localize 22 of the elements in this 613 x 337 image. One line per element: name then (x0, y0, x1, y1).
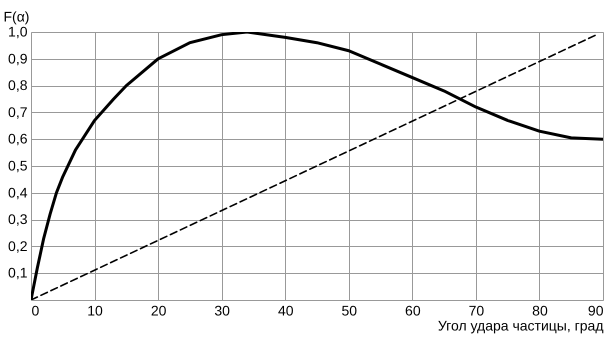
y-tick-label: 0,8 (8, 77, 28, 94)
y-tick-label: 0,7 (8, 104, 28, 120)
y-tick-label: 0,6 (8, 130, 28, 147)
x-tick-label: 60 (405, 302, 421, 318)
x-tick-label: 70 (468, 302, 484, 318)
x-axis-title: Угол удара частицы, град (438, 318, 604, 334)
y-axis-title: F(α) (4, 8, 30, 24)
y-tick-label: 0,9 (8, 50, 28, 66)
x-tick-label: 90 (588, 302, 604, 318)
y-tick-label: 1,0 (8, 24, 28, 40)
x-tick-label: 0 (32, 302, 40, 318)
y-tick-label: 0,2 (8, 238, 28, 254)
y-tick-label: 0,4 (8, 184, 28, 200)
y-tick-label: 0,5 (8, 158, 28, 174)
x-tick-label: 50 (341, 302, 358, 318)
y-tick-label: 0,1 (8, 264, 28, 281)
y-tick-label: 0,3 (8, 211, 28, 228)
x-tick-label: 80 (532, 302, 548, 318)
x-tick-label: 10 (87, 302, 104, 318)
x-tick-label: 20 (150, 302, 167, 318)
x-tick-label: 40 (278, 302, 294, 318)
x-tick-label: 30 (214, 302, 230, 318)
